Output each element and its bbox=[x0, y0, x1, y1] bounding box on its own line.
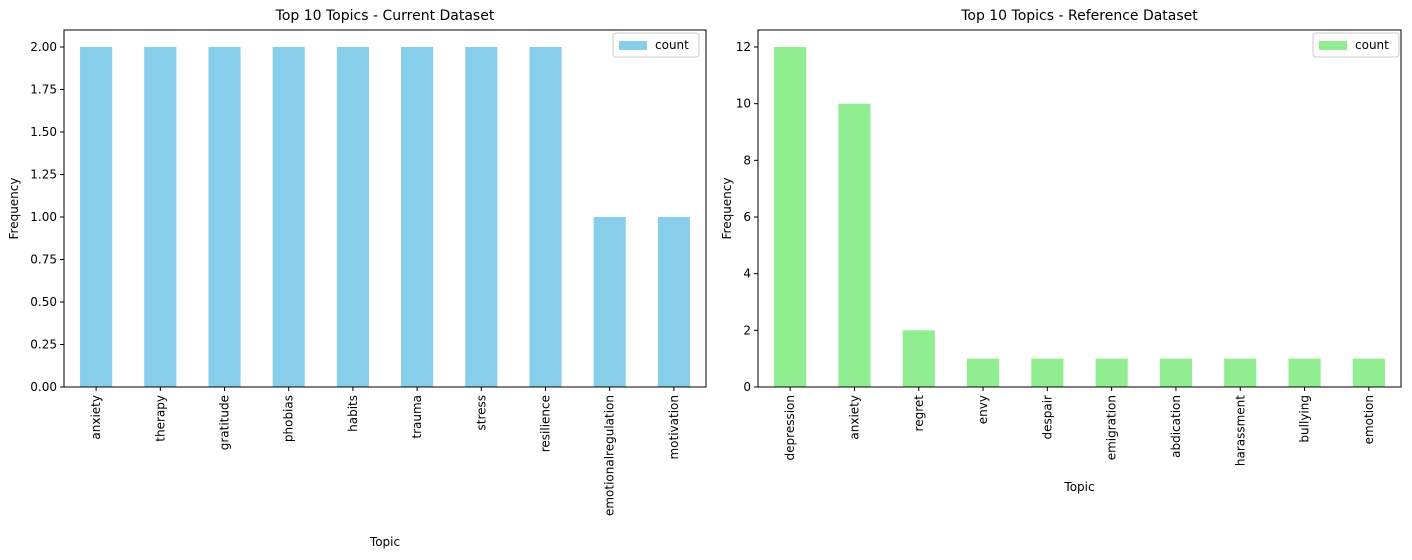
bar-therapy bbox=[144, 47, 177, 387]
y-axis-label: Frequency bbox=[7, 178, 21, 240]
x-tick-label: motivation bbox=[667, 395, 681, 460]
y-tick-label: 0.50 bbox=[30, 295, 57, 309]
bar-emotionalregulation bbox=[593, 217, 626, 387]
bar-depression bbox=[774, 47, 807, 387]
y-tick-label: 0.75 bbox=[30, 253, 57, 267]
x-tick-label: emotion bbox=[1362, 395, 1376, 444]
y-tick-label: 0.25 bbox=[30, 338, 57, 352]
legend: count bbox=[1312, 32, 1400, 58]
x-tick-label: habits bbox=[346, 395, 360, 432]
x-tick-label: envy bbox=[976, 395, 990, 424]
x-tick-label: trauma bbox=[410, 395, 424, 439]
x-axis-label: Topic bbox=[1063, 480, 1094, 494]
legend-swatch bbox=[619, 41, 647, 50]
x-tick-label: anxiety bbox=[89, 395, 103, 440]
bar-anxiety bbox=[838, 103, 871, 388]
bar-habits bbox=[336, 47, 369, 387]
y-tick-label: 1.25 bbox=[30, 168, 57, 182]
legend-swatch bbox=[1319, 41, 1347, 50]
x-tick-label: resilience bbox=[539, 395, 553, 452]
x-tick-label: gratitude bbox=[218, 395, 232, 450]
bar-gratitude bbox=[208, 47, 241, 387]
x-tick-label: stress bbox=[474, 395, 488, 431]
y-tick-label: 2.00 bbox=[30, 40, 57, 54]
bar-trauma bbox=[401, 47, 434, 387]
x-tick-label: depression bbox=[783, 395, 797, 460]
y-tick-label: 0 bbox=[743, 380, 751, 394]
bar-phobias bbox=[272, 47, 305, 387]
x-tick-label: anxiety bbox=[847, 395, 861, 440]
y-axis-label: Frequency bbox=[720, 178, 734, 240]
chart-title: Top 10 Topics - Reference Dataset bbox=[960, 8, 1198, 24]
y-tick-label: 12 bbox=[736, 40, 751, 54]
legend: count bbox=[612, 32, 700, 58]
bar-envy bbox=[966, 358, 1000, 387]
bar-motivation bbox=[657, 217, 690, 387]
x-tick-label: harassment bbox=[1233, 395, 1247, 466]
y-tick-label: 4 bbox=[743, 267, 751, 281]
legend-label: count bbox=[655, 38, 689, 52]
chart-panel-2: 0 2 4 6 8 10 12 depression anxiety regret envy desp… bbox=[720, 8, 1402, 494]
bar-emigration bbox=[1095, 358, 1128, 387]
x-tick-label: abdication bbox=[1169, 395, 1183, 458]
x-tick-label: bullying bbox=[1298, 395, 1312, 443]
bar-bullying bbox=[1288, 358, 1321, 387]
bar-harassment bbox=[1224, 358, 1257, 387]
x-tick-label: despair bbox=[1040, 395, 1054, 440]
bar-anxiety bbox=[80, 47, 113, 387]
y-tick-label: 6 bbox=[743, 210, 751, 224]
x-tick-label: emigration bbox=[1105, 395, 1119, 460]
chart-title: Top 10 Topics - Current Dataset bbox=[275, 8, 495, 24]
y-tick-label: 8 bbox=[743, 153, 751, 167]
x-tick-label: regret bbox=[912, 395, 926, 432]
bar-emotion bbox=[1352, 358, 1385, 387]
y-tick-label: 1.75 bbox=[30, 83, 57, 97]
bar-stress bbox=[465, 47, 498, 387]
x-axis-label: Topic bbox=[369, 535, 400, 549]
bar-despair bbox=[1031, 358, 1064, 387]
bar-resilience bbox=[529, 47, 562, 387]
y-tick-label: 1.50 bbox=[30, 125, 57, 139]
y-tick-label: 10 bbox=[736, 97, 751, 111]
chart-panel-1: 0.00 0.25 0.50 0.75 1.00 1.25 1.50 1.75 2.00 anxi… bbox=[7, 8, 707, 549]
bar-abdication bbox=[1159, 358, 1193, 387]
y-tick-label: 0.00 bbox=[30, 380, 57, 394]
legend-box bbox=[612, 32, 700, 58]
y-tick-label: 2 bbox=[743, 323, 751, 337]
bar-regret bbox=[902, 330, 935, 387]
x-tick-label: emotionalregulation bbox=[603, 395, 617, 516]
plot-frame bbox=[63, 29, 707, 388]
legend-label: count bbox=[1355, 38, 1389, 52]
x-tick-label: therapy bbox=[153, 395, 167, 442]
x-tick-label: phobias bbox=[282, 395, 296, 442]
y-tick-label: 1.00 bbox=[30, 210, 57, 224]
plot-frame bbox=[757, 29, 1402, 388]
legend-box bbox=[1312, 32, 1400, 58]
